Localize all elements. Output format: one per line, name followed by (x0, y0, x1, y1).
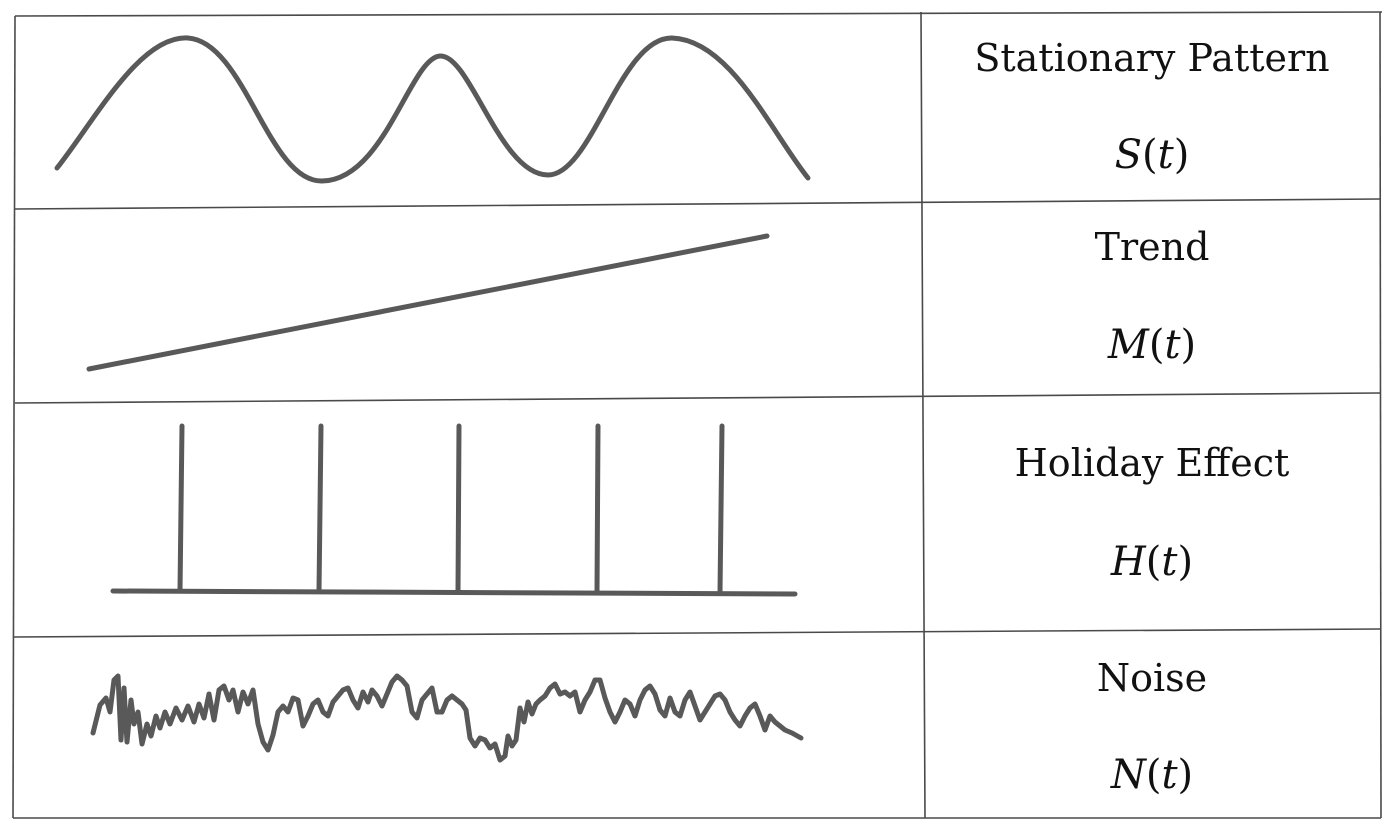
symbol-argument: t (1164, 322, 1181, 368)
noise-wave-icon (90, 673, 804, 763)
component-symbol-noise: N(t) (922, 752, 1382, 798)
symbol-letter: M (1107, 322, 1149, 368)
symbol-close-paren: ) (1177, 539, 1194, 585)
row-stationary-label-cell: Stationary Pattern S(t) (922, 14, 1382, 200)
table-border-right (1379, 11, 1382, 819)
impulse-spike (316, 423, 324, 594)
table-border-top (14, 11, 1383, 17)
sine-wave-icon (54, 35, 811, 184)
trend-line-icon (86, 233, 770, 372)
component-symbol-holiday: H(t) (922, 539, 1382, 585)
row-holiday-label-cell: Holiday Effect H(t) (922, 395, 1382, 630)
symbol-letter: S (1114, 132, 1143, 178)
row-trend-label-cell: Trend M(t) (922, 201, 1382, 394)
impulse-spike (455, 423, 462, 595)
row-divider-1 (14, 198, 1381, 210)
impulse-spike (717, 423, 725, 596)
row-divider-2 (14, 392, 1381, 404)
component-symbol-stationary: S(t) (922, 132, 1382, 178)
impulse-spike (594, 423, 601, 595)
symbol-open-paren: ( (1142, 132, 1158, 178)
symbol-letter: H (1110, 539, 1146, 585)
component-name-trend: Trend (1094, 225, 1210, 269)
component-name-stationary: Stationary Pattern (974, 36, 1330, 80)
symbol-open-paren: ( (1145, 539, 1162, 585)
symbol-argument: t (1161, 539, 1178, 585)
symbol-close-paren: ) (1173, 132, 1190, 178)
symbol-open-paren: ( (1145, 752, 1162, 798)
column-divider (920, 11, 926, 819)
row-noise-label-cell: Noise N(t) (922, 631, 1382, 817)
symbol-argument: t (1161, 752, 1178, 798)
table-border-left (12, 15, 16, 819)
symbol-close-paren: ) (1180, 322, 1197, 368)
impulse-spikes-icon (110, 423, 798, 597)
impulse-spike (177, 423, 185, 594)
component-name-holiday: Holiday Effect (1014, 441, 1290, 485)
symbol-open-paren: ( (1148, 322, 1165, 368)
impulse-baseline (110, 588, 798, 597)
component-name-noise: Noise (1096, 656, 1208, 700)
component-symbol-trend: M(t) (922, 322, 1382, 368)
row-divider-3 (13, 628, 1381, 638)
symbol-close-paren: ) (1177, 752, 1194, 798)
symbol-argument: t (1157, 132, 1174, 178)
symbol-letter: N (1110, 752, 1146, 798)
